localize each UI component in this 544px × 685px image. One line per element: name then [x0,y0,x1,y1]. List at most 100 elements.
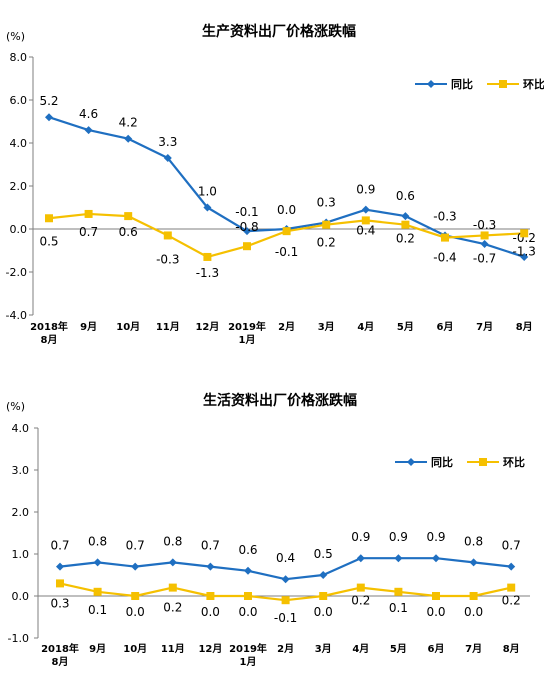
data-label-mom: -1.3 [512,244,535,258]
data-point-yoy [520,252,529,261]
data-label-mom: 0.2 [502,594,521,608]
data-label-mom: -0.4 [433,251,456,265]
legend-item-mom: 环比 [467,455,525,469]
x-tick-label: 2月 [277,643,294,655]
y-tick-label: 0.0 [12,590,30,603]
data-point-mom [124,212,133,221]
data-label-yoy: 0.5 [314,547,333,561]
data-point-mom [322,220,331,229]
data-label-yoy: 0.6 [396,189,415,203]
x-tick-label: 2019年 [229,642,267,655]
data-label-mom: 0.0 [201,605,220,619]
y-tick-label: -2.0 [6,266,27,279]
data-label-mom: -0.8 [235,220,258,234]
x-tick-label: 2月 [278,321,295,333]
x-tick-label: 10月 [116,321,140,333]
x-tick-label: 6月 [437,321,454,333]
x-tick-label: 8月 [41,334,58,346]
chart-1: 生产资料出厂价格涨跌幅(%)8.06.04.02.00.0-2.0-4.0201… [6,23,544,346]
data-label-yoy: 0.4 [276,551,295,565]
data-label-yoy: 0.9 [351,530,370,544]
data-point-yoy [432,554,440,563]
data-label-yoy: 0.8 [163,534,182,548]
data-point-yoy [84,126,93,135]
data-label-yoy: 0.0 [277,203,296,217]
data-point-mom [163,231,172,240]
x-tick-label: 7月 [476,321,493,333]
data-point-yoy [356,554,365,563]
data-point-yoy [243,227,251,236]
data-point-mom [394,587,403,596]
x-tick-label: 1月 [239,334,256,346]
data-label-yoy: 4.6 [79,107,98,121]
data-point-yoy [244,566,252,575]
data-label-yoy: -0.3 [433,209,456,223]
data-label-mom: 0.2 [396,232,415,246]
data-point-mom [206,592,215,600]
data-label-mom: 0.2 [351,594,370,608]
data-point-yoy [131,562,140,571]
data-point-yoy [203,203,212,212]
legend-label: 同比 [431,455,453,469]
data-label-mom: 0.3 [50,596,69,610]
x-tick-label: 8月 [52,656,69,668]
data-label-yoy: 1.0 [198,185,217,199]
data-point-mom [469,592,478,600]
data-point-mom [45,214,53,223]
data-label-yoy: 0.7 [50,539,69,553]
data-label-yoy: 4.2 [119,116,138,130]
legend-label: 环比 [503,455,525,469]
data-point-mom [319,592,328,600]
data-point-yoy [281,575,290,584]
data-label-mom: 0.2 [163,601,182,615]
data-point-mom [84,209,93,218]
y-tick-label: 2.0 [10,180,28,193]
x-tick-label: 11月 [156,321,180,333]
data-point-yoy [319,571,328,579]
legend-item-yoy: 同比 [415,77,473,91]
data-point-yoy [480,240,489,249]
x-tick-label: 2018年 [41,642,79,655]
data-label-mom: -1.3 [196,266,219,280]
x-tick-label: 5月 [390,643,407,655]
data-label-mom: 0.0 [464,605,483,619]
x-tick-label: 10月 [123,643,147,655]
data-label-mom: -0.7 [473,251,496,265]
data-point-mom [356,583,365,592]
legend-label: 环比 [523,77,544,91]
data-label-yoy: 5.2 [39,94,58,108]
x-tick-label: 9月 [80,321,97,333]
legend-marker [499,80,507,88]
data-point-yoy [361,205,370,214]
data-point-yoy [507,562,516,571]
legend-marker [407,458,415,466]
data-point-yoy [56,562,64,571]
data-point-yoy [45,113,53,122]
data-label-yoy: 0.8 [88,534,107,548]
x-tick-label: 4月 [357,321,374,333]
data-label-mom: 0.0 [314,605,333,619]
data-label-yoy: -0.3 [473,218,496,232]
data-label-mom: 0.5 [39,234,58,248]
data-label-yoy: 3.3 [158,135,177,149]
data-label-mom: 0.6 [119,225,138,239]
data-label-yoy: 0.3 [317,196,336,210]
data-label-yoy: 0.9 [356,183,375,197]
data-label-mom: -0.3 [156,252,179,266]
x-tick-label: 4月 [352,643,369,655]
y-tick-label: -1.0 [8,632,29,645]
x-tick-label: 12月 [198,643,222,655]
x-tick-label: 5月 [397,321,414,333]
legend-marker [479,458,487,466]
data-label-yoy: 0.6 [238,543,257,557]
data-label-yoy: -0.1 [235,205,258,219]
data-point-mom [441,233,449,242]
x-tick-label: 8月 [516,321,533,333]
legend-item-yoy: 同比 [395,455,453,469]
data-point-mom [131,592,140,600]
chart-2: 生活资料出厂价格涨跌幅(%)4.03.02.01.00.0-1.02018年8月… [6,392,530,668]
x-tick-label: 2019年 [228,320,266,333]
y-tick-label: 8.0 [10,51,28,64]
data-label-mom: 0.4 [356,223,375,237]
